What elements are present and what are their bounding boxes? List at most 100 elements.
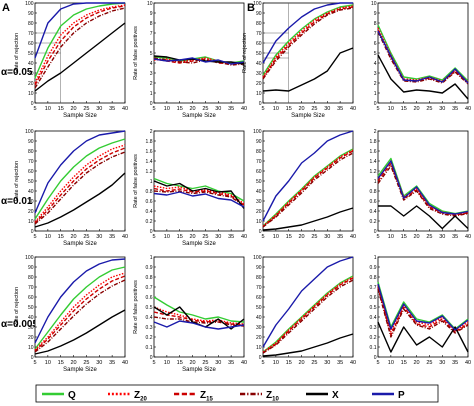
series-line-x bbox=[378, 205, 469, 230]
y-tick-label: 100 bbox=[253, 255, 262, 261]
y-tick-label: 70 bbox=[256, 31, 262, 37]
panel-letter-a: A bbox=[2, 2, 10, 14]
plot-frame bbox=[153, 256, 245, 358]
y-tick-label: 30 bbox=[28, 199, 34, 205]
y-tick-label: 0 bbox=[150, 101, 153, 107]
y-tick-label: 0 bbox=[374, 101, 377, 107]
x-tick-label: 15 bbox=[58, 234, 64, 240]
y-tick-label: 90 bbox=[28, 265, 34, 271]
series-line-q bbox=[262, 148, 354, 227]
y-tick-label: 0 bbox=[31, 101, 34, 107]
y-tick-label: 60 bbox=[28, 41, 34, 47]
x-tick-label: 10 bbox=[164, 234, 170, 240]
y-tick-label: 80 bbox=[256, 275, 262, 281]
y-tick-label: 0.2 bbox=[370, 219, 377, 225]
x-tick-label: 40 bbox=[122, 106, 128, 112]
y-tick-label: 1 bbox=[374, 179, 377, 185]
series-line-p bbox=[377, 160, 469, 215]
x-tick-label: 40 bbox=[465, 234, 471, 240]
x-tick-label: 35 bbox=[109, 234, 115, 240]
y-tick-label: 100 bbox=[25, 129, 34, 135]
y-tick-label: 30 bbox=[256, 71, 262, 77]
series-line-z15 bbox=[377, 162, 469, 216]
series-line-q bbox=[34, 2, 126, 79]
y-tick-label: 100 bbox=[253, 129, 262, 135]
x-tick-label: 10 bbox=[45, 234, 51, 240]
y-tick-label: 0.2 bbox=[370, 335, 377, 341]
x-tick-label: 30 bbox=[439, 234, 445, 240]
series-line-x bbox=[262, 333, 354, 357]
x-tick-label: 30 bbox=[439, 106, 445, 112]
x-tick-label: 10 bbox=[164, 360, 170, 366]
series-line-z10 bbox=[262, 7, 354, 80]
x-tick-label: 15 bbox=[58, 360, 64, 366]
y-tick-label: 1.6 bbox=[146, 149, 153, 155]
y-tick-label: 20 bbox=[28, 209, 34, 215]
series-line-p bbox=[34, 130, 126, 214]
x-tick-label: 35 bbox=[109, 106, 115, 112]
y-tick-label: 1 bbox=[150, 91, 153, 97]
y-tick-label: 100 bbox=[253, 1, 262, 7]
x-tick-label: 30 bbox=[96, 234, 102, 240]
series-line-p bbox=[377, 283, 469, 331]
y-tick-label: 0.3 bbox=[370, 325, 377, 331]
x-axis-label: Sample Size bbox=[63, 241, 97, 247]
x-tick-label: 25 bbox=[311, 106, 317, 112]
subplot-a-r0-c1: 5 10 15 20 25 30 35 40 0 1 2 3 4 5 6 7 8 9 10 Sample Size Ra… bbox=[133, 1, 247, 119]
series-line-z10 bbox=[34, 7, 126, 89]
x-tick-label: 25 bbox=[202, 234, 208, 240]
y-tick-label: 8 bbox=[150, 21, 153, 27]
x-tick-label: 5 bbox=[376, 106, 379, 112]
y-tick-label: 70 bbox=[256, 159, 262, 165]
y-tick-label: 50 bbox=[28, 305, 34, 311]
x-tick-label: 30 bbox=[215, 234, 221, 240]
x-tick-label: 40 bbox=[122, 360, 128, 366]
y-tick-label: 5 bbox=[150, 51, 153, 57]
alpha-label-001: α=0.01 bbox=[1, 196, 33, 207]
series-line-z10 bbox=[34, 279, 126, 353]
x-tick-label: 40 bbox=[241, 360, 247, 366]
series-line-z20 bbox=[34, 4, 126, 84]
series-line-z15 bbox=[153, 311, 245, 326]
series-line-z10 bbox=[153, 57, 245, 66]
y-tick-label: 0 bbox=[31, 229, 34, 235]
x-tick-label: 35 bbox=[228, 360, 234, 366]
subplot-b-r1-c0: 5 10 15 20 25 30 35 40 0 10 20 30 40 50 60 70 80 90 100 bbox=[253, 129, 356, 240]
y-tick-label: 0 bbox=[259, 355, 262, 361]
y-tick-label: 1 bbox=[374, 91, 377, 97]
x-tick-label: 35 bbox=[337, 106, 343, 112]
y-tick-label: 0.4 bbox=[370, 315, 377, 321]
plot-frame bbox=[153, 2, 245, 104]
x-tick-label: 25 bbox=[311, 234, 317, 240]
y-tick-label: 10 bbox=[28, 91, 34, 97]
x-tick-label: 25 bbox=[202, 360, 208, 366]
y-tick-label: 0.3 bbox=[146, 325, 153, 331]
x-tick-label: 10 bbox=[273, 360, 279, 366]
series-line-x bbox=[377, 54, 469, 100]
y-tick-label: 0 bbox=[150, 355, 153, 361]
series-line-q bbox=[153, 296, 245, 323]
series-line-z20 bbox=[34, 272, 126, 351]
y-tick-label: 0.8 bbox=[146, 275, 153, 281]
y-tick-label: 0.6 bbox=[370, 295, 377, 301]
y-tick-label: 10 bbox=[256, 91, 262, 97]
y-tick-label: 30 bbox=[256, 199, 262, 205]
y-tick-label: 1.6 bbox=[370, 149, 377, 155]
x-tick-label: 20 bbox=[71, 360, 77, 366]
x-tick-label: 40 bbox=[241, 234, 247, 240]
y-tick-label: 0.8 bbox=[370, 189, 377, 195]
x-tick-label: 35 bbox=[452, 234, 458, 240]
x-tick-label: 5 bbox=[33, 106, 36, 112]
series-line-x bbox=[34, 309, 126, 355]
panel-letter-b: B bbox=[247, 2, 255, 14]
subplot-a-r2-c0: 5 10 15 20 25 30 35 40 0 10 20 30 40 50 60 70 80 90 100 Sam… bbox=[14, 255, 128, 373]
series-line-z15 bbox=[34, 147, 126, 224]
y-axis-label: Rate of false positives bbox=[133, 280, 139, 334]
x-tick-label: 20 bbox=[190, 360, 196, 366]
subplot-b-r2-c0: 5 10 15 20 25 30 35 40 0 10 20 30 40 50 60 70 80 90 100 bbox=[253, 255, 356, 366]
y-tick-label: 40 bbox=[256, 315, 262, 321]
y-axis-label: Rate of rejection bbox=[242, 33, 248, 73]
x-tick-label: 25 bbox=[426, 360, 432, 366]
y-tick-label: 70 bbox=[28, 31, 34, 37]
